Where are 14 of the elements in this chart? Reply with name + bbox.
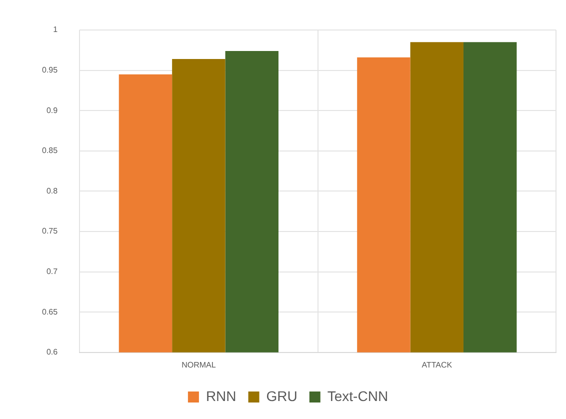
x-tick-label: NORMAL <box>182 360 216 370</box>
y-tick-label: 0.6 <box>46 348 58 357</box>
y-tick-label: 1 <box>53 25 58 34</box>
y-tick-label: 0.8 <box>46 186 58 196</box>
legend-label: GRU <box>266 388 298 404</box>
y-tick-label: 0.85 <box>42 146 58 156</box>
y-tick-label: 0.9 <box>46 106 58 115</box>
legend-label: RNN <box>206 388 236 404</box>
legend-label: Text-CNN <box>327 388 388 404</box>
y-tick-label: 0.7 <box>46 267 58 276</box>
y-tick-label: 0.65 <box>42 307 58 316</box>
x-tick-label: ATTACK <box>422 360 453 370</box>
y-tick-label: 0.75 <box>42 226 58 236</box>
y-tick-label: 0.95 <box>42 66 58 75</box>
